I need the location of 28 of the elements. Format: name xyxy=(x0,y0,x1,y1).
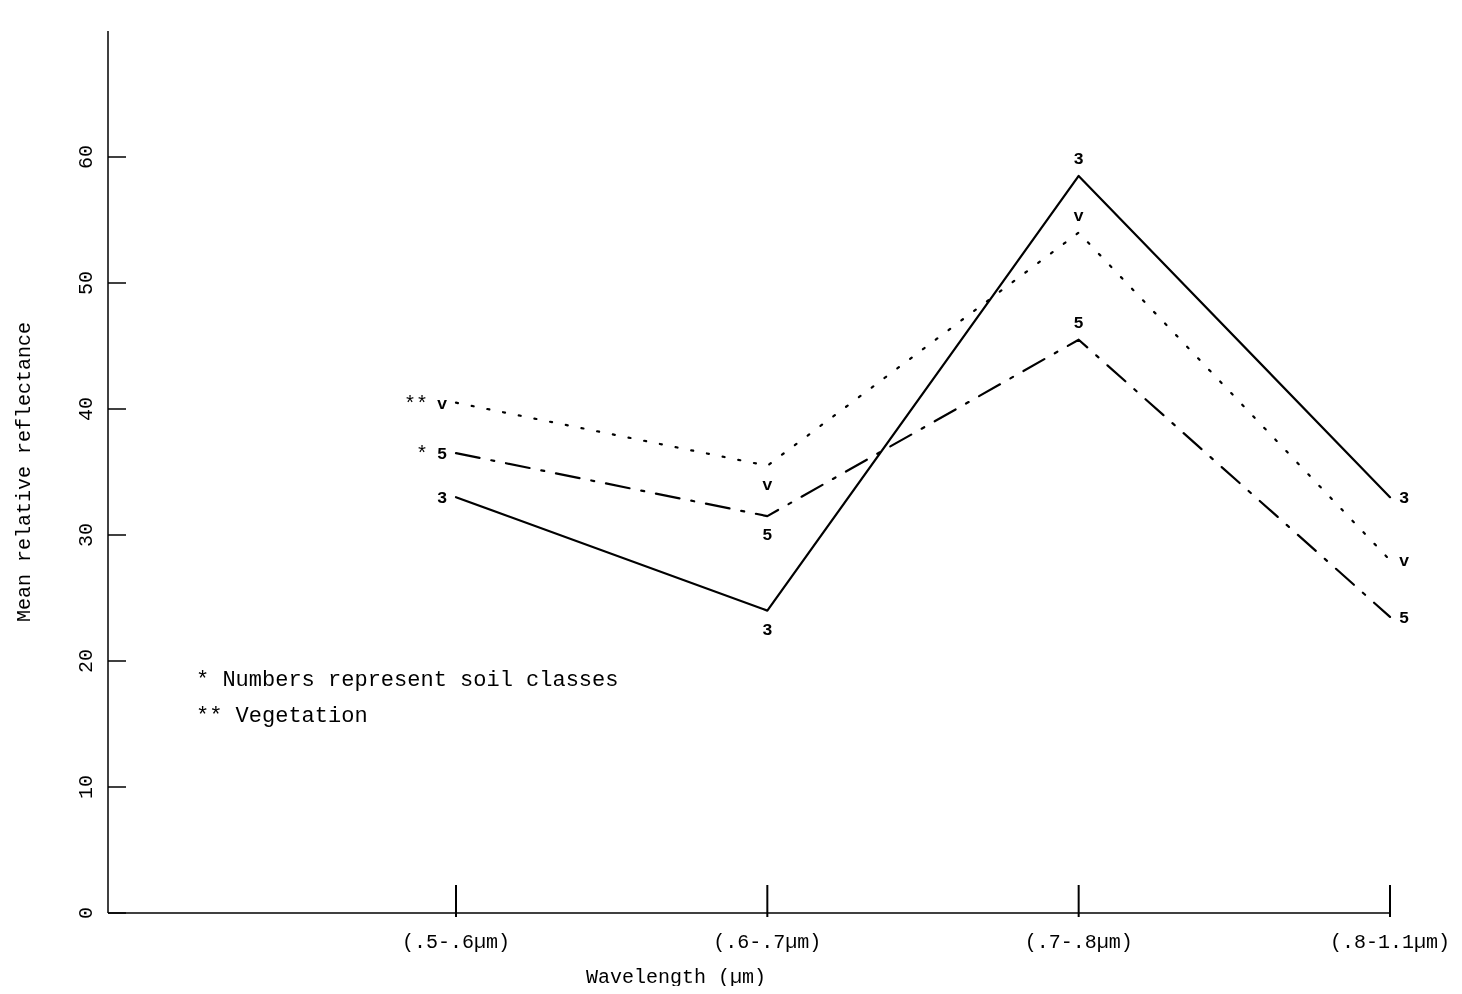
y-tick-label: 60 xyxy=(74,144,98,170)
text: 3 xyxy=(436,489,448,509)
y-tick-label: 10 xyxy=(74,774,98,800)
series-label: 3 xyxy=(1073,149,1084,169)
y-tick-label: 0 xyxy=(74,906,98,920)
text: 3 xyxy=(762,620,773,640)
text: 5 xyxy=(1398,608,1410,628)
text: 5 xyxy=(436,445,448,465)
text: 5 xyxy=(762,526,773,546)
y-tick-label: 50 xyxy=(74,270,98,296)
text: 3 xyxy=(1398,489,1410,509)
annotation: ** xyxy=(403,392,428,416)
series-label: v xyxy=(1073,206,1084,226)
text: v xyxy=(762,475,773,495)
x-tick-label: (.8-1.1µm) xyxy=(1329,931,1451,954)
x-tick-label: (.5-.6µm) xyxy=(401,931,511,954)
x-tick-label: (.7-.8µm) xyxy=(1024,931,1133,954)
annotation: * Numbers represent soil classes xyxy=(196,668,619,693)
y-tick-label: 20 xyxy=(74,648,98,674)
y-axis-title: Mean relative reflectance xyxy=(13,321,36,623)
annotation: ** Vegetation xyxy=(196,704,368,729)
series-label: 5 xyxy=(1073,313,1084,333)
y-tick-label: 40 xyxy=(74,396,98,422)
annotation: * xyxy=(415,443,428,467)
y-tick-label: 30 xyxy=(74,522,98,548)
text: v xyxy=(436,394,448,414)
text: v xyxy=(1398,552,1410,572)
x-tick-label: (.6-.7µm) xyxy=(713,931,822,954)
